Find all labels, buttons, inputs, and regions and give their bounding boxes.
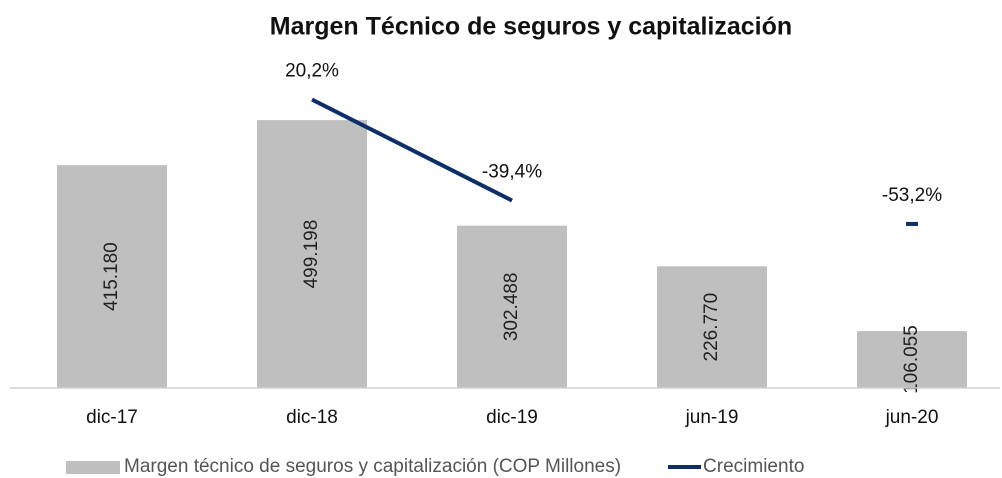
x-tick-label: dic-17 bbox=[86, 407, 138, 428]
bar-value-label: 106.055 bbox=[901, 325, 922, 394]
bar bbox=[57, 165, 167, 388]
bar-value-label: 499.198 bbox=[301, 220, 322, 289]
line-value-label: -39,4% bbox=[482, 162, 542, 183]
x-tick-label: dic-18 bbox=[286, 407, 338, 428]
bar bbox=[257, 120, 367, 388]
x-tick-label: dic-19 bbox=[486, 407, 538, 428]
bar bbox=[657, 266, 767, 388]
chart-title: Margen Técnico de seguros y capitalizaci… bbox=[270, 13, 792, 41]
bar-value-label: 302.488 bbox=[501, 272, 522, 341]
bar-value-label: 226.770 bbox=[701, 293, 722, 362]
bar bbox=[857, 331, 967, 388]
line-value-label: 20,2% bbox=[285, 61, 339, 82]
legend-swatch bbox=[66, 461, 120, 474]
bar-value-label: 415.180 bbox=[101, 242, 122, 311]
line-series bbox=[311, 97, 513, 203]
x-tick-label: jun-20 bbox=[885, 407, 939, 428]
line-value-label: -53,2% bbox=[882, 185, 942, 206]
legend-label: Margen técnico de seguros y capitalizaci… bbox=[124, 456, 621, 477]
x-tick-label: jun-19 bbox=[685, 407, 739, 428]
legend-label: Crecimiento bbox=[703, 456, 804, 477]
bar bbox=[457, 225, 567, 388]
